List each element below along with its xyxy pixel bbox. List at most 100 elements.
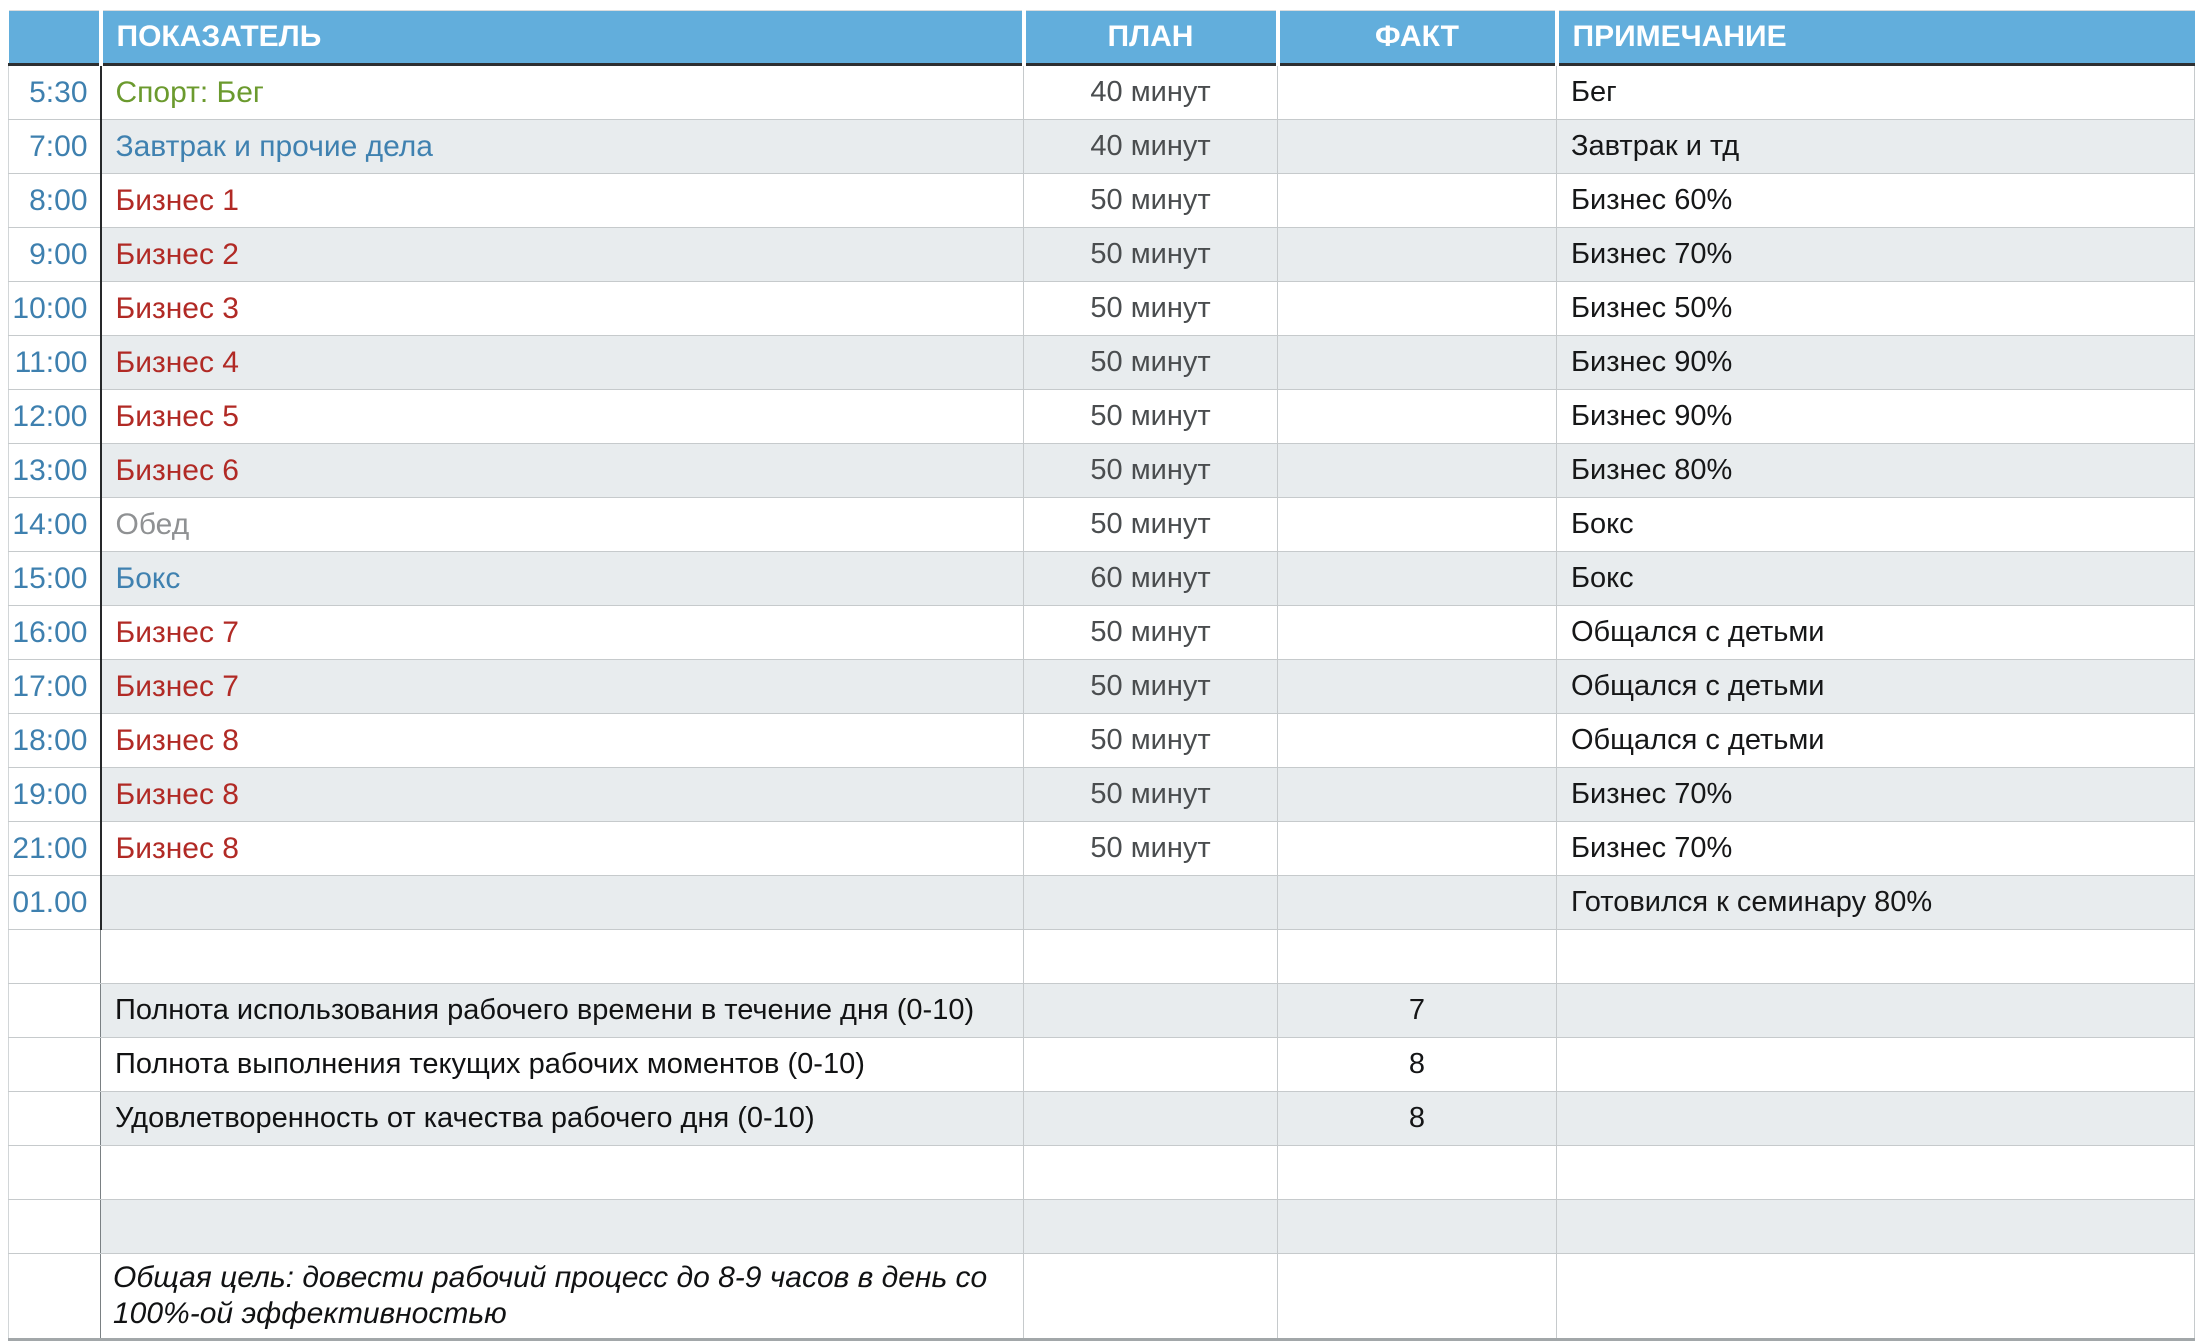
- note-cell[interactable]: Бокс: [1556, 551, 2195, 606]
- time-cell[interactable]: 15:00: [8, 551, 102, 606]
- empty-cell[interactable]: [1023, 1253, 1278, 1341]
- empty-cell[interactable]: [100, 1199, 1024, 1254]
- plan-cell[interactable]: 50 минут: [1023, 389, 1278, 444]
- header-note[interactable]: ПРИМЕЧАНИЕ: [1554, 10, 2195, 66]
- fact-cell[interactable]: [1277, 335, 1557, 390]
- activity-cell[interactable]: Бизнес 7: [100, 659, 1024, 714]
- note-cell[interactable]: Бег: [1556, 64, 2195, 120]
- empty-cell[interactable]: [100, 1145, 1024, 1200]
- score-value-cell[interactable]: 8: [1277, 1037, 1557, 1092]
- time-cell[interactable]: 18:00: [8, 713, 102, 768]
- note-cell[interactable]: [1556, 1037, 2195, 1092]
- activity-cell[interactable]: Спорт: Бег: [100, 64, 1024, 120]
- empty-cell[interactable]: [1556, 1199, 2195, 1254]
- fact-cell[interactable]: [1277, 173, 1557, 228]
- note-cell[interactable]: [1556, 1091, 2195, 1146]
- activity-cell[interactable]: Бизнес 8: [100, 767, 1024, 822]
- plan-cell[interactable]: 50 минут: [1023, 281, 1278, 336]
- plan-cell[interactable]: [1023, 1037, 1278, 1092]
- time-cell[interactable]: [8, 1037, 101, 1092]
- activity-cell[interactable]: Бизнес 4: [100, 335, 1024, 390]
- empty-cell[interactable]: [1556, 929, 2195, 984]
- time-cell[interactable]: 7:00: [8, 119, 102, 174]
- time-cell[interactable]: [8, 1253, 101, 1341]
- header-plan[interactable]: ПЛАН: [1021, 10, 1278, 66]
- activity-cell[interactable]: Бизнес 2: [100, 227, 1024, 282]
- plan-cell[interactable]: 50 минут: [1023, 497, 1278, 552]
- empty-cell[interactable]: [1277, 929, 1557, 984]
- plan-cell[interactable]: 50 минут: [1023, 713, 1278, 768]
- note-cell[interactable]: Бизнес 90%: [1556, 389, 2195, 444]
- note-cell[interactable]: Бизнес 70%: [1556, 821, 2195, 876]
- plan-cell[interactable]: 50 минут: [1023, 443, 1278, 498]
- activity-cell[interactable]: Бизнес 1: [100, 173, 1024, 228]
- note-cell[interactable]: Завтрак и тд: [1556, 119, 2195, 174]
- fact-cell[interactable]: [1277, 767, 1557, 822]
- fact-cell[interactable]: [1277, 119, 1557, 174]
- note-cell[interactable]: Бизнес 90%: [1556, 335, 2195, 390]
- empty-cell[interactable]: [1556, 1145, 2195, 1200]
- note-cell[interactable]: Бизнес 70%: [1556, 227, 2195, 282]
- empty-cell[interactable]: [1023, 1145, 1278, 1200]
- activity-cell[interactable]: [100, 875, 1024, 930]
- fact-cell[interactable]: [1277, 227, 1557, 282]
- time-cell[interactable]: [8, 929, 101, 984]
- plan-cell[interactable]: 50 минут: [1023, 227, 1278, 282]
- plan-cell[interactable]: 60 минут: [1023, 551, 1278, 606]
- note-cell[interactable]: Бизнес 60%: [1556, 173, 2195, 228]
- time-cell[interactable]: [8, 1199, 101, 1254]
- time-cell[interactable]: 9:00: [8, 227, 102, 282]
- time-cell[interactable]: [8, 1091, 101, 1146]
- time-cell[interactable]: [8, 983, 101, 1038]
- plan-cell[interactable]: 40 минут: [1023, 64, 1278, 120]
- time-cell[interactable]: 17:00: [8, 659, 102, 714]
- activity-cell[interactable]: Бизнес 8: [100, 713, 1024, 768]
- time-cell[interactable]: 13:00: [8, 443, 102, 498]
- note-cell[interactable]: Бизнес 70%: [1556, 767, 2195, 822]
- note-cell[interactable]: Бизнес 80%: [1556, 443, 2195, 498]
- time-cell[interactable]: [8, 1145, 101, 1200]
- fact-cell[interactable]: [1277, 281, 1557, 336]
- plan-cell[interactable]: [1023, 875, 1278, 930]
- score-value-cell[interactable]: 7: [1277, 983, 1557, 1038]
- empty-cell[interactable]: [100, 929, 1024, 984]
- time-cell[interactable]: 01.00: [8, 875, 102, 930]
- score-label-cell[interactable]: Полнота выполнения текущих рабочих момен…: [100, 1037, 1024, 1092]
- plan-cell[interactable]: 50 минут: [1023, 605, 1278, 660]
- plan-cell[interactable]: 50 минут: [1023, 767, 1278, 822]
- plan-cell[interactable]: 50 минут: [1023, 173, 1278, 228]
- empty-cell[interactable]: [1277, 1253, 1557, 1341]
- fact-cell[interactable]: [1277, 875, 1557, 930]
- plan-cell[interactable]: 50 минут: [1023, 821, 1278, 876]
- header-indicator[interactable]: ПОКАЗАТЕЛЬ: [98, 10, 1024, 66]
- note-cell[interactable]: Готовился к семинару 80%: [1556, 875, 2195, 930]
- activity-cell[interactable]: Бизнес 8: [100, 821, 1024, 876]
- fact-cell[interactable]: [1277, 713, 1557, 768]
- time-cell[interactable]: 5:30: [8, 64, 102, 120]
- score-label-cell[interactable]: Удовлетворенность от качества рабочего д…: [100, 1091, 1024, 1146]
- header-time[interactable]: [8, 10, 101, 66]
- fact-cell[interactable]: [1277, 389, 1557, 444]
- plan-cell[interactable]: 50 минут: [1023, 659, 1278, 714]
- plan-cell[interactable]: 40 минут: [1023, 119, 1278, 174]
- fact-cell[interactable]: [1277, 551, 1557, 606]
- time-cell[interactable]: 11:00: [8, 335, 102, 390]
- activity-cell[interactable]: Бизнес 5: [100, 389, 1024, 444]
- note-cell[interactable]: Бокс: [1556, 497, 2195, 552]
- note-cell[interactable]: Общался с детьми: [1556, 713, 2195, 768]
- plan-cell[interactable]: [1023, 1091, 1278, 1146]
- time-cell[interactable]: 14:00: [8, 497, 102, 552]
- note-cell[interactable]: [1556, 983, 2195, 1038]
- time-cell[interactable]: 21:00: [8, 821, 102, 876]
- time-cell[interactable]: 12:00: [8, 389, 102, 444]
- empty-cell[interactable]: [1556, 1253, 2195, 1341]
- activity-cell[interactable]: Обед: [100, 497, 1024, 552]
- fact-cell[interactable]: [1277, 659, 1557, 714]
- empty-cell[interactable]: [1023, 929, 1278, 984]
- note-cell[interactable]: Бизнес 50%: [1556, 281, 2195, 336]
- fact-cell[interactable]: [1277, 64, 1557, 120]
- fact-cell[interactable]: [1277, 821, 1557, 876]
- activity-cell[interactable]: Бизнес 6: [100, 443, 1024, 498]
- fact-cell[interactable]: [1277, 605, 1557, 660]
- plan-cell[interactable]: 50 минут: [1023, 335, 1278, 390]
